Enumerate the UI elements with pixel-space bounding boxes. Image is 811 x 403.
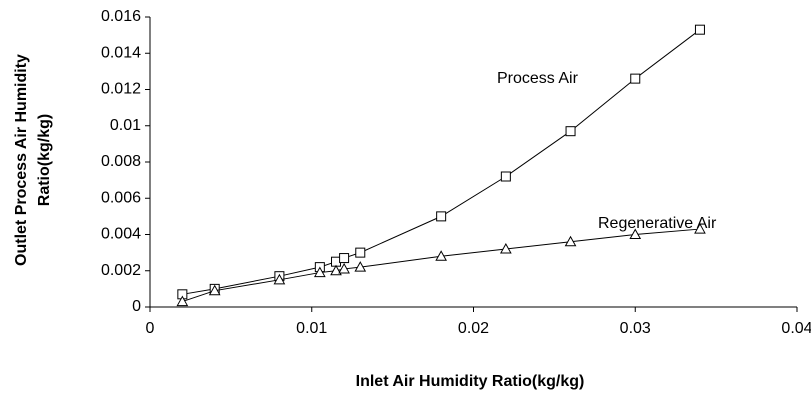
y-tick-label: 0.016 xyxy=(101,8,141,25)
y-tick-label: 0.004 xyxy=(101,226,141,243)
x-axis-title: Inlet Air Humidity Ratio(kg/kg) xyxy=(356,373,585,390)
y-tick-label: 0.002 xyxy=(101,262,141,279)
marker xyxy=(339,253,350,264)
x-tick-label: 0.02 xyxy=(458,320,489,337)
y-tick-label: 0.01 xyxy=(110,117,141,134)
marker xyxy=(208,284,221,296)
y-tick-label: 0 xyxy=(132,298,141,315)
marker xyxy=(338,262,350,274)
marker xyxy=(564,235,577,247)
marker xyxy=(330,264,342,276)
y-axis-title: Ratio(kg/kg) xyxy=(36,114,53,206)
marker xyxy=(565,126,576,137)
marker xyxy=(355,247,366,258)
marker xyxy=(435,250,447,261)
series-label: Process Air xyxy=(497,70,579,87)
marker xyxy=(313,266,326,278)
y-tick-label: 0.006 xyxy=(101,189,141,206)
marker xyxy=(500,171,511,182)
marker xyxy=(629,228,642,239)
marker xyxy=(436,211,447,222)
marker xyxy=(694,24,705,35)
series-label: Regenerative Air xyxy=(598,215,717,232)
marker xyxy=(500,242,512,254)
series-line xyxy=(182,29,701,295)
x-tick-label: 0 xyxy=(146,320,155,337)
y-tick-label: 0.014 xyxy=(101,44,141,61)
marker xyxy=(273,273,286,285)
marker xyxy=(630,73,641,84)
marker xyxy=(354,261,367,272)
y-tick-label: 0.012 xyxy=(101,81,141,98)
y-tick-label: 0.008 xyxy=(101,153,141,170)
y-axis-title: Outlet Process Air Humidity xyxy=(13,54,30,266)
x-tick-label: 0.03 xyxy=(620,320,651,337)
x-tick-label: 0.04 xyxy=(781,320,811,337)
series-line xyxy=(182,228,700,303)
marker xyxy=(694,223,706,234)
x-tick-label: 0.01 xyxy=(296,320,327,337)
marker xyxy=(176,295,189,307)
